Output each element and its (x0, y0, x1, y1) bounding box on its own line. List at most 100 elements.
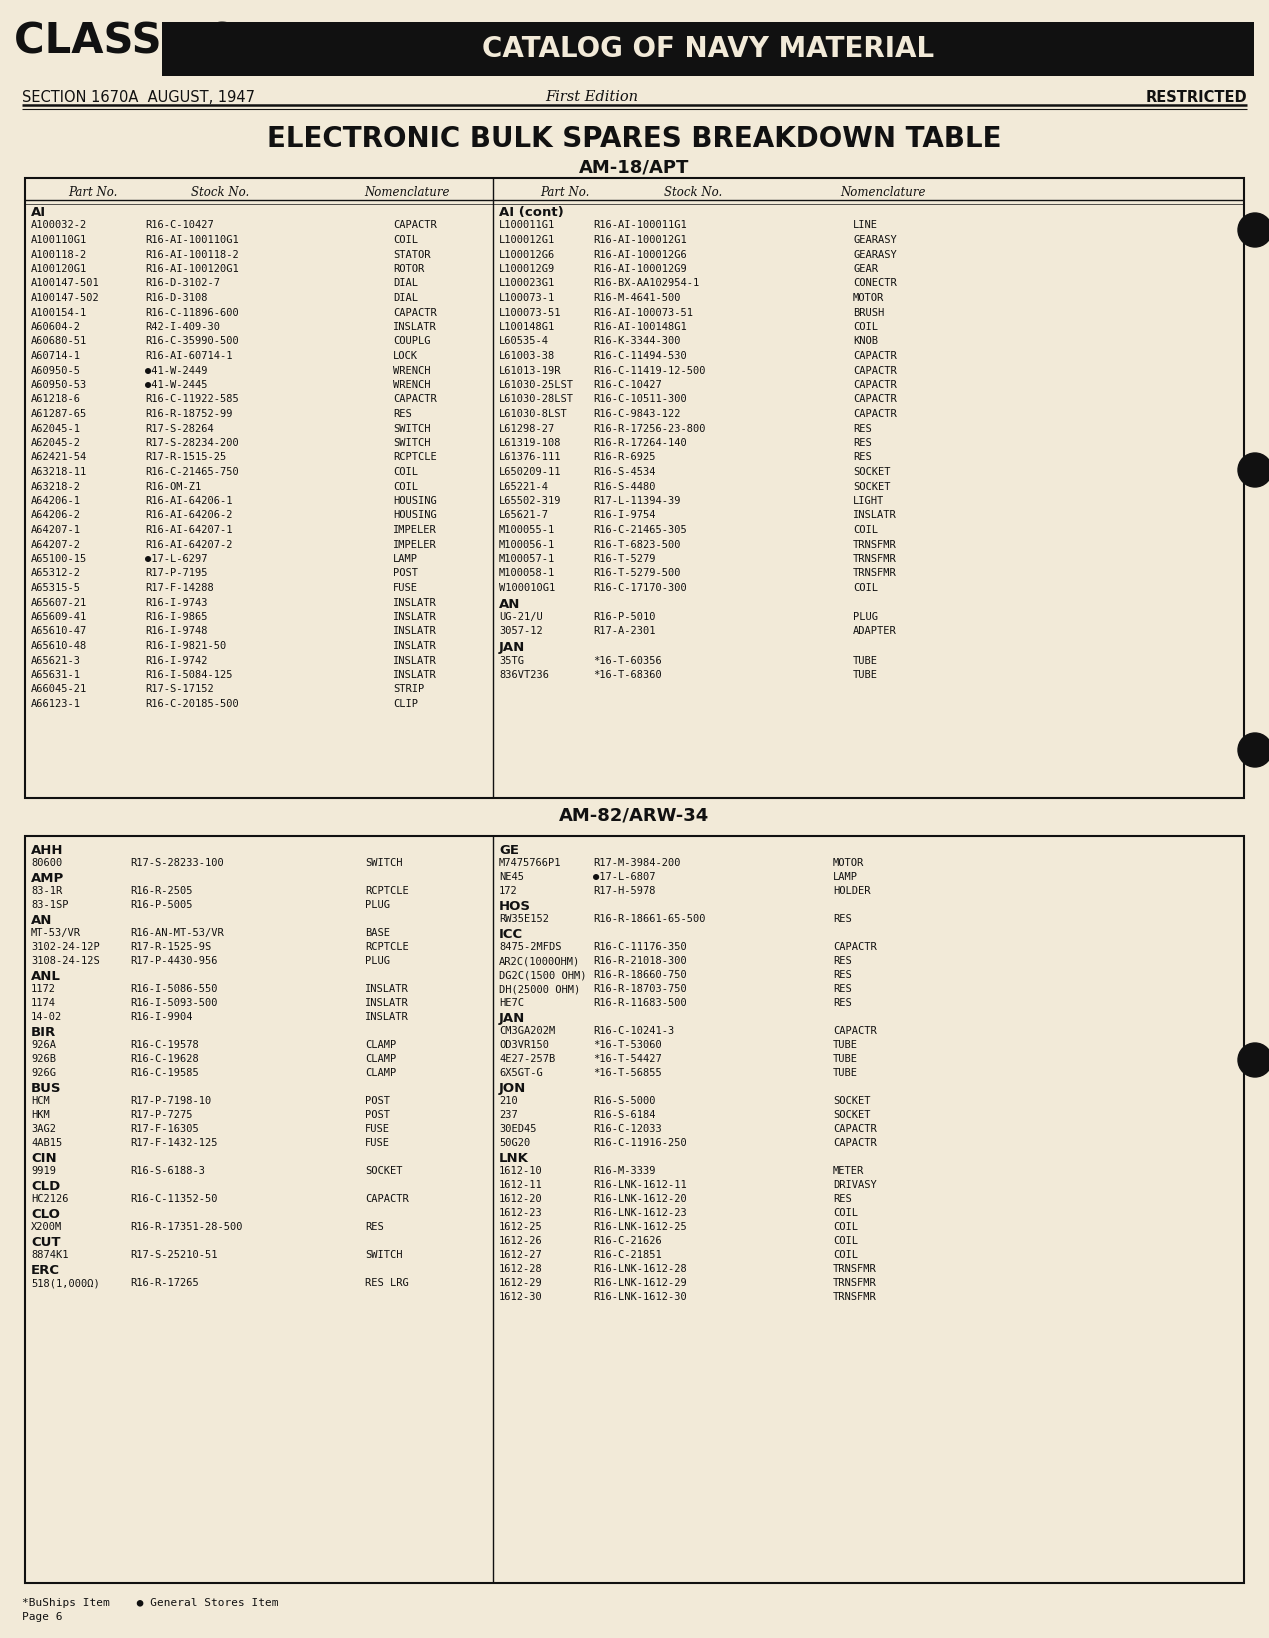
Text: MOTOR: MOTOR (853, 293, 884, 303)
Text: R17-P-4430-956: R17-P-4430-956 (129, 957, 217, 966)
Text: Part No.: Part No. (541, 185, 590, 198)
Text: 926B: 926B (30, 1053, 56, 1065)
Text: A100147-501: A100147-501 (30, 278, 100, 288)
Text: R16-R-17264-140: R16-R-17264-140 (593, 437, 687, 449)
Text: L61319-108: L61319-108 (499, 437, 562, 449)
Text: R17-F-14288: R17-F-14288 (145, 583, 213, 593)
Text: CAPACTR: CAPACTR (393, 395, 437, 405)
Text: RES: RES (832, 957, 851, 966)
Text: LAMP: LAMP (393, 554, 418, 563)
Text: COIL: COIL (832, 1222, 858, 1232)
Text: 926A: 926A (30, 1040, 56, 1050)
Text: A65315-5: A65315-5 (30, 583, 81, 593)
Text: 1612-29: 1612-29 (499, 1278, 543, 1287)
Text: A66045-21: A66045-21 (30, 685, 88, 695)
Text: X200M: X200M (30, 1222, 62, 1232)
Text: L100012G1: L100012G1 (499, 234, 556, 246)
Text: L61376-111: L61376-111 (499, 452, 562, 462)
Text: HE7C: HE7C (499, 998, 524, 1007)
Text: RCPTCLE: RCPTCLE (365, 942, 409, 952)
Text: CLAMP: CLAMP (365, 1068, 396, 1078)
Text: DIAL: DIAL (393, 293, 418, 303)
Text: *16-T-54427: *16-T-54427 (593, 1053, 662, 1065)
Circle shape (1239, 454, 1269, 486)
Text: CAPACTR: CAPACTR (853, 365, 897, 375)
Text: R16-AI-100110G1: R16-AI-100110G1 (145, 234, 239, 246)
Circle shape (1239, 1043, 1269, 1078)
Text: RES: RES (832, 984, 851, 994)
Text: R16-C-19585: R16-C-19585 (129, 1068, 199, 1078)
Text: R16-AI-100011G1: R16-AI-100011G1 (593, 221, 687, 231)
Text: COIL: COIL (393, 234, 418, 246)
Text: DH(25000 OHM): DH(25000 OHM) (499, 984, 580, 994)
Text: R16-R-2505: R16-R-2505 (129, 886, 193, 896)
Text: GEARASY: GEARASY (853, 234, 897, 246)
Text: GEAR: GEAR (853, 264, 878, 274)
Text: L650209-11: L650209-11 (499, 467, 562, 477)
Text: R16-R-21018-300: R16-R-21018-300 (593, 957, 687, 966)
Text: A66123-1: A66123-1 (30, 699, 81, 709)
Text: HKM: HKM (30, 1111, 49, 1120)
Text: R16-C-21626: R16-C-21626 (593, 1237, 662, 1247)
Text: A65610-47: A65610-47 (30, 626, 88, 637)
Text: 1174: 1174 (30, 998, 56, 1007)
Text: CLD: CLD (30, 1179, 60, 1192)
Text: L100073-1: L100073-1 (499, 293, 556, 303)
Text: L100011G1: L100011G1 (499, 221, 556, 231)
Text: RESTRICTED: RESTRICTED (1146, 90, 1247, 105)
Text: RES: RES (853, 452, 872, 462)
Text: AHH: AHH (30, 844, 63, 857)
Text: R16-S-4480: R16-S-4480 (593, 482, 656, 491)
Text: SWITCH: SWITCH (393, 437, 430, 449)
Text: M100058-1: M100058-1 (499, 568, 556, 578)
Text: R16-AI-60714-1: R16-AI-60714-1 (145, 351, 232, 360)
Text: R16-C-17170-300: R16-C-17170-300 (593, 583, 687, 593)
Text: L61298-27: L61298-27 (499, 424, 556, 434)
Text: 6X5GT-G: 6X5GT-G (499, 1068, 543, 1078)
Text: IMPELER: IMPELER (393, 539, 437, 549)
Text: TRNSFMR: TRNSFMR (853, 539, 897, 549)
Text: POST: POST (365, 1111, 390, 1120)
Text: DRIVASY: DRIVASY (832, 1179, 877, 1189)
Text: ●17-L-6807: ●17-L-6807 (593, 871, 656, 881)
Text: BUS: BUS (30, 1083, 61, 1094)
Text: R16-LNK-1612-29: R16-LNK-1612-29 (593, 1278, 687, 1287)
Text: HC2126: HC2126 (30, 1194, 69, 1204)
Text: R16-AI-100012G9: R16-AI-100012G9 (593, 264, 687, 274)
Text: R17-R-1515-25: R17-R-1515-25 (145, 452, 226, 462)
Text: SOCKET: SOCKET (832, 1111, 871, 1120)
Text: R16-I-9742: R16-I-9742 (145, 655, 208, 665)
Text: R17-S-25210-51: R17-S-25210-51 (129, 1250, 217, 1260)
Text: R17-P-7195: R17-P-7195 (145, 568, 208, 578)
Text: STATOR: STATOR (393, 249, 430, 259)
Text: A65100-15: A65100-15 (30, 554, 88, 563)
Text: R16-AI-64207-1: R16-AI-64207-1 (145, 526, 232, 536)
Text: RW35E152: RW35E152 (499, 914, 549, 924)
Text: R16-T-5279-500: R16-T-5279-500 (593, 568, 680, 578)
Text: ANL: ANL (30, 970, 61, 983)
Text: R16-C-11419-12-500: R16-C-11419-12-500 (593, 365, 706, 375)
Text: R16-R-11683-500: R16-R-11683-500 (593, 998, 687, 1007)
Text: R16-R-17351-28-500: R16-R-17351-28-500 (129, 1222, 242, 1232)
Text: R16-OM-Z1: R16-OM-Z1 (145, 482, 202, 491)
Text: R17-S-17152: R17-S-17152 (145, 685, 213, 695)
Text: 1612-23: 1612-23 (499, 1207, 543, 1219)
Text: RES: RES (832, 1194, 851, 1204)
Text: 210: 210 (499, 1096, 518, 1106)
Text: DIAL: DIAL (393, 278, 418, 288)
Text: 3102-24-12P: 3102-24-12P (30, 942, 100, 952)
Text: PLUG: PLUG (365, 957, 390, 966)
Text: Part No.: Part No. (69, 185, 118, 198)
Text: SOCKET: SOCKET (832, 1096, 871, 1106)
Text: UG-21/U: UG-21/U (499, 613, 543, 622)
Text: M100056-1: M100056-1 (499, 539, 556, 549)
Text: L65221-4: L65221-4 (499, 482, 549, 491)
Text: A64206-1: A64206-1 (30, 496, 81, 506)
Text: SOCKET: SOCKET (853, 482, 891, 491)
Text: R17-S-28264: R17-S-28264 (145, 424, 213, 434)
Text: LINE: LINE (853, 221, 878, 231)
Text: R16-C-21465-750: R16-C-21465-750 (145, 467, 239, 477)
Text: HOLDER: HOLDER (832, 886, 871, 896)
Bar (162, 21, 1254, 75)
Text: R16-C-11916-250: R16-C-11916-250 (593, 1138, 687, 1148)
